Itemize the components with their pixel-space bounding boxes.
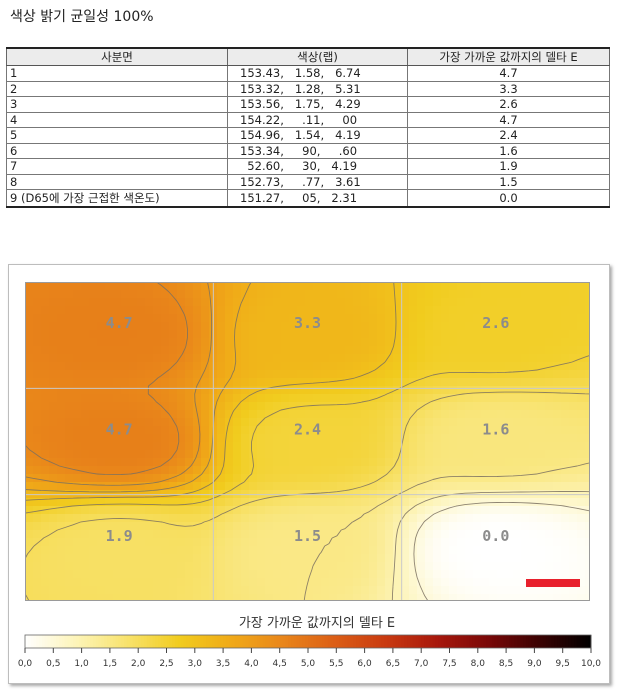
cell-quadrant: 3 bbox=[6, 96, 228, 113]
legend-tick-label: 2,0 bbox=[131, 659, 146, 669]
cell-value-label: 4.7 bbox=[106, 421, 133, 439]
cell-value-label: 3.3 bbox=[294, 314, 321, 332]
legend-tick-label: 1,0 bbox=[74, 659, 89, 669]
table-body: 1 153.43, 1.58, 6.74 4.7 2 153.32, 1.28, 5.3… bbox=[6, 65, 610, 208]
cell-color-lab: 151.27, 05, 2.31 bbox=[227, 189, 408, 208]
cell-delta-e: 1.9 bbox=[407, 158, 610, 175]
cell-value-label: 1.9 bbox=[106, 527, 133, 545]
cell-delta-e: 2.4 bbox=[407, 127, 610, 144]
table-row: 6 153.34, 90, .60 1.6 bbox=[6, 142, 610, 159]
uniformity-heatmap-panel: 가장 가까운 값까지의 델타 E 0,0 0,5 1,0 1,5 2,0 2,5 3,0 3,5… bbox=[8, 264, 610, 684]
uniformity-heatmap: 4.7 3.3 2.6 4.7 2.4 1.6 1.9 1.5 0.0 bbox=[25, 282, 590, 601]
cell-value-label: 2.6 bbox=[482, 314, 509, 332]
heatmap-field bbox=[25, 282, 590, 601]
page-title: 색상 밝기 균일성 100% bbox=[10, 9, 154, 25]
table-row: 4 154.22, .11, 00 4.7 bbox=[6, 111, 610, 128]
cell-quadrant: 5 bbox=[6, 127, 228, 144]
cell-quadrant: 6 bbox=[6, 142, 228, 159]
legend-title: 가장 가까운 값까지의 델타 E bbox=[239, 616, 395, 631]
legend-tick-label: 4,5 bbox=[273, 659, 287, 669]
legend-tick-label: 6,5 bbox=[386, 659, 400, 669]
legend-layer: 가장 가까운 값까지의 델타 E 0,0 0,5 1,0 1,5 2,0 2,5 3,0 3,5… bbox=[18, 616, 601, 669]
cell-color-lab: 153.32, 1.28, 5.31 bbox=[227, 80, 408, 97]
cell-color-lab: 153.43, 1.58, 6.74 bbox=[227, 65, 408, 82]
cell-value-label: 1.6 bbox=[482, 421, 509, 439]
cell-color-lab: 154.22, .11, 00 bbox=[227, 111, 408, 128]
legend-tick-label: 10,0 bbox=[581, 659, 601, 669]
uniformity-table: 사분면 색상(랩) 가장 가까운 값까지의 델타 E 1 153.43, 1.58… bbox=[6, 47, 610, 208]
cell-delta-e: 4.7 bbox=[407, 65, 610, 82]
contour-line bbox=[303, 462, 590, 601]
cell-delta-e: 3.3 bbox=[407, 80, 610, 97]
cell-delta-e: 2.6 bbox=[407, 96, 610, 113]
legend-tick-label: 3,5 bbox=[216, 659, 230, 669]
color-scale-bar bbox=[24, 634, 592, 649]
cell-color-lab: 153.56, 1.75, 4.29 bbox=[227, 96, 408, 113]
cell-color-lab: 153.34, 90, .60 bbox=[227, 142, 408, 159]
reference-marker bbox=[526, 579, 580, 587]
table-row: 7 52.60, 30, 4.19 1.9 bbox=[6, 158, 610, 175]
cell-quadrant: 8 bbox=[6, 173, 228, 190]
cell-delta-e: 4.7 bbox=[407, 111, 610, 128]
contour-line bbox=[25, 282, 189, 476]
legend-tick-label: 9,5 bbox=[556, 659, 570, 669]
contour-line bbox=[25, 282, 252, 493]
table-row: 3 153.56, 1.75, 4.29 2.6 bbox=[6, 96, 610, 113]
legend-tick-label: 0,0 bbox=[18, 659, 33, 669]
table-row: 1 153.43, 1.58, 6.74 4.7 bbox=[6, 65, 610, 82]
contour-line bbox=[25, 282, 213, 486]
table-row: 9 (D65에 가장 근접한 색온도) 151.27, 05, 2.31 0.0 bbox=[6, 189, 610, 208]
legend-tick-label: 6,0 bbox=[357, 659, 372, 669]
cell-value-label: 1.5 bbox=[294, 527, 321, 545]
table-row: 2 153.32, 1.28, 5.31 3.3 bbox=[6, 80, 610, 97]
cell-delta-e: 0.0 bbox=[407, 189, 610, 208]
cell-color-lab: 52.60, 30, 4.19 bbox=[227, 158, 408, 175]
legend-tick-label: 3,0 bbox=[188, 659, 203, 669]
cell-delta-e: 1.5 bbox=[407, 173, 610, 190]
cell-value-label: 2.4 bbox=[294, 421, 321, 439]
cell-delta-e: 1.6 bbox=[407, 142, 610, 159]
header-color-lab: 색상(랩) bbox=[227, 47, 408, 66]
table-row: 8 152.73, .77, 3.61 1.5 bbox=[6, 173, 610, 190]
legend-tick-label: 5,0 bbox=[301, 659, 316, 669]
legend-tick-label: 5,5 bbox=[329, 659, 343, 669]
cell-quadrant: 1 bbox=[6, 65, 228, 82]
legend-tick-label: 1,5 bbox=[103, 659, 117, 669]
legend-tick-label: 8,0 bbox=[471, 659, 486, 669]
cell-quadrant: 7 bbox=[6, 158, 228, 175]
table-row: 5 154.96, 1.54, 4.19 2.4 bbox=[6, 127, 610, 144]
header-quadrant: 사분면 bbox=[6, 47, 228, 66]
cell-quadrant: 4 bbox=[6, 111, 228, 128]
quadrant-gridlines bbox=[25, 282, 590, 601]
contour-line bbox=[391, 491, 590, 601]
heatmap-frame bbox=[25, 282, 590, 601]
legend-tick-label: 0,5 bbox=[46, 659, 60, 669]
contour-line bbox=[25, 354, 590, 514]
contour-line bbox=[25, 282, 397, 501]
cell-value-label: 0.0 bbox=[482, 527, 509, 545]
header-delta-e: 가장 가까운 값까지의 델타 E bbox=[407, 47, 610, 66]
cell-quadrant: 2 bbox=[6, 80, 228, 97]
cell-value-label: 4.7 bbox=[106, 314, 133, 332]
cell-color-lab: 154.96, 1.54, 4.19 bbox=[227, 127, 408, 144]
cell-quadrant: 9 (D65에 가장 근접한 색온도) bbox=[6, 189, 228, 208]
legend-tick-label: 7,5 bbox=[442, 659, 456, 669]
legend-tick-label: 4,0 bbox=[244, 659, 259, 669]
cell-color-lab: 152.73, .77, 3.61 bbox=[227, 173, 408, 190]
legend-tick-label: 7,0 bbox=[414, 659, 429, 669]
legend-tick-label: 2,5 bbox=[159, 659, 173, 669]
legend-tick-label: 8,5 bbox=[499, 659, 513, 669]
table-header-row: 사분면 색상(랩) 가장 가까운 값까지의 델타 E bbox=[6, 47, 610, 66]
legend-tick-label: 9,0 bbox=[527, 659, 542, 669]
